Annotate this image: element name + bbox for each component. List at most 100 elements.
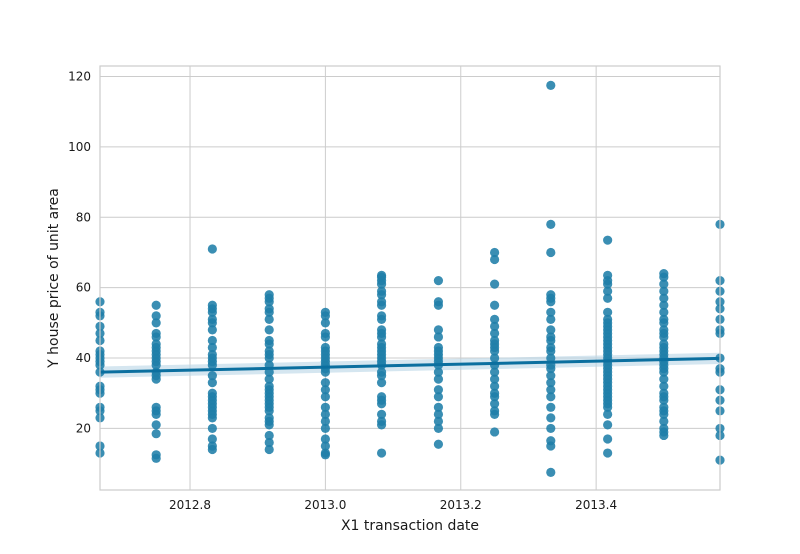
data-point — [546, 290, 556, 300]
data-point — [376, 297, 387, 307]
x-tick-label: 2013.4 — [575, 498, 617, 512]
data-point — [376, 270, 387, 280]
grid-lines — [100, 66, 720, 490]
data-point — [207, 244, 217, 254]
data-point — [546, 436, 556, 446]
data-point — [603, 409, 613, 419]
data-point — [433, 416, 444, 426]
data-point — [659, 339, 669, 349]
data-point — [433, 402, 444, 412]
data-point — [207, 314, 217, 324]
data-point — [433, 276, 444, 286]
data-point — [376, 378, 387, 388]
data-point — [659, 307, 669, 317]
x-tick-label: 2013.0 — [304, 498, 346, 512]
data-point — [603, 420, 613, 430]
data-point — [320, 402, 330, 412]
data-point — [490, 335, 500, 346]
data-point — [320, 409, 330, 419]
data-point — [546, 342, 556, 353]
x-tick-labels: 2012.8 2013.0 2013.2 2013.4 — [169, 498, 617, 512]
data-point — [659, 423, 669, 434]
y-tick-label: 80 — [76, 210, 91, 224]
data-point — [546, 392, 556, 402]
data-point — [264, 444, 274, 455]
x-tick-label: 2013.2 — [440, 498, 482, 512]
plot-frame — [99, 65, 721, 491]
data-point — [320, 318, 330, 328]
data-point — [546, 467, 556, 478]
data-point — [433, 385, 444, 395]
data-point — [433, 342, 444, 353]
data-point — [490, 406, 500, 416]
data-point — [490, 247, 500, 258]
data-point — [376, 339, 387, 349]
data-point — [603, 235, 613, 245]
data-point — [490, 399, 500, 409]
y-tick-label: 120 — [68, 70, 91, 84]
data-point — [320, 441, 330, 451]
data-point — [264, 346, 274, 356]
data-point — [659, 381, 669, 391]
data-point — [433, 332, 444, 342]
y-tick-label: 40 — [76, 351, 91, 365]
data-point — [490, 381, 500, 391]
data-point — [659, 325, 669, 335]
data-point — [546, 219, 556, 229]
data-point — [490, 300, 500, 310]
data-point — [659, 279, 669, 289]
data-point — [546, 385, 556, 395]
data-point — [603, 314, 613, 324]
data-point — [376, 311, 387, 321]
data-point — [320, 416, 330, 426]
data-point — [207, 434, 217, 444]
data-point — [433, 423, 444, 434]
data-point — [546, 353, 556, 363]
data-point — [264, 335, 274, 346]
data-point — [603, 307, 613, 317]
data-point — [207, 349, 217, 360]
data-point — [264, 413, 274, 423]
x-tick-label: 2012.8 — [169, 498, 211, 512]
data-point — [490, 314, 500, 324]
data-point — [546, 314, 556, 324]
data-point — [546, 247, 556, 258]
data-point — [320, 385, 330, 395]
data-point — [207, 300, 217, 310]
data-point — [659, 402, 669, 412]
data-point — [490, 328, 500, 339]
regression-fit-line — [99, 356, 721, 374]
data-point — [659, 269, 669, 279]
data-point — [659, 286, 669, 296]
data-point — [546, 307, 556, 317]
data-point — [264, 437, 274, 448]
data-point — [207, 378, 217, 388]
data-point — [433, 392, 444, 402]
data-point — [490, 321, 500, 331]
data-point — [546, 325, 556, 335]
x-axis-label: X1 transaction date — [341, 518, 479, 534]
data-point — [603, 448, 613, 458]
data-point — [151, 450, 161, 460]
data-point — [151, 328, 161, 339]
data-point — [546, 423, 556, 434]
data-point — [376, 325, 387, 335]
data-point — [151, 420, 161, 430]
data-point — [320, 378, 330, 388]
data-point — [151, 311, 161, 321]
data-point — [151, 402, 161, 412]
data-point — [546, 413, 556, 423]
data-point — [320, 328, 330, 339]
data-point — [320, 423, 330, 434]
data-point — [603, 293, 613, 303]
data-point — [433, 325, 444, 335]
data-point — [376, 448, 387, 458]
y-tick-label: 20 — [76, 421, 91, 435]
data-point — [264, 314, 274, 324]
data-point — [659, 416, 669, 426]
data-point — [151, 339, 161, 349]
data-point — [320, 434, 330, 444]
data-point — [320, 307, 330, 317]
data-point — [207, 325, 217, 335]
